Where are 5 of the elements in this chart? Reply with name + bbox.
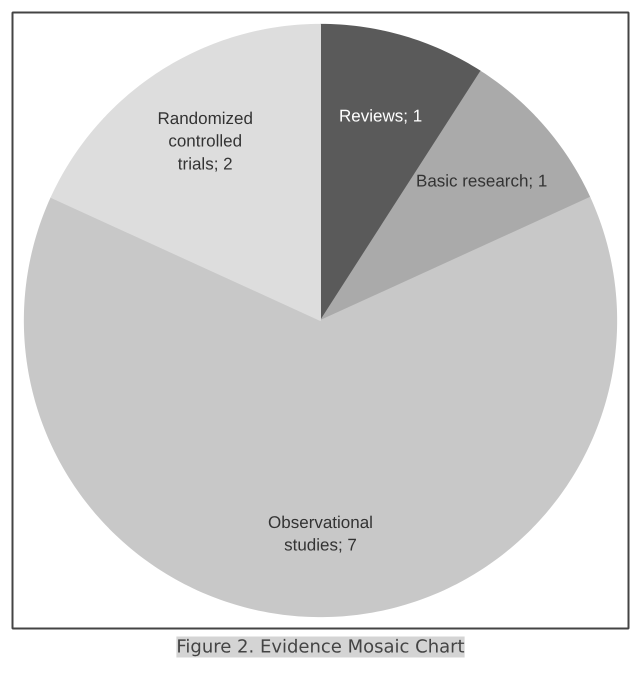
slice-label: Observational studies; 7 bbox=[268, 512, 373, 555]
slice-label: Reviews; 1 bbox=[339, 106, 422, 126]
text: Figure 2. Evidence Mosaic Chart bbox=[176, 636, 465, 658]
slice-label: Randomized controlled trials; 2 bbox=[158, 108, 253, 174]
slice-label: Basic research; 1 bbox=[416, 171, 548, 190]
